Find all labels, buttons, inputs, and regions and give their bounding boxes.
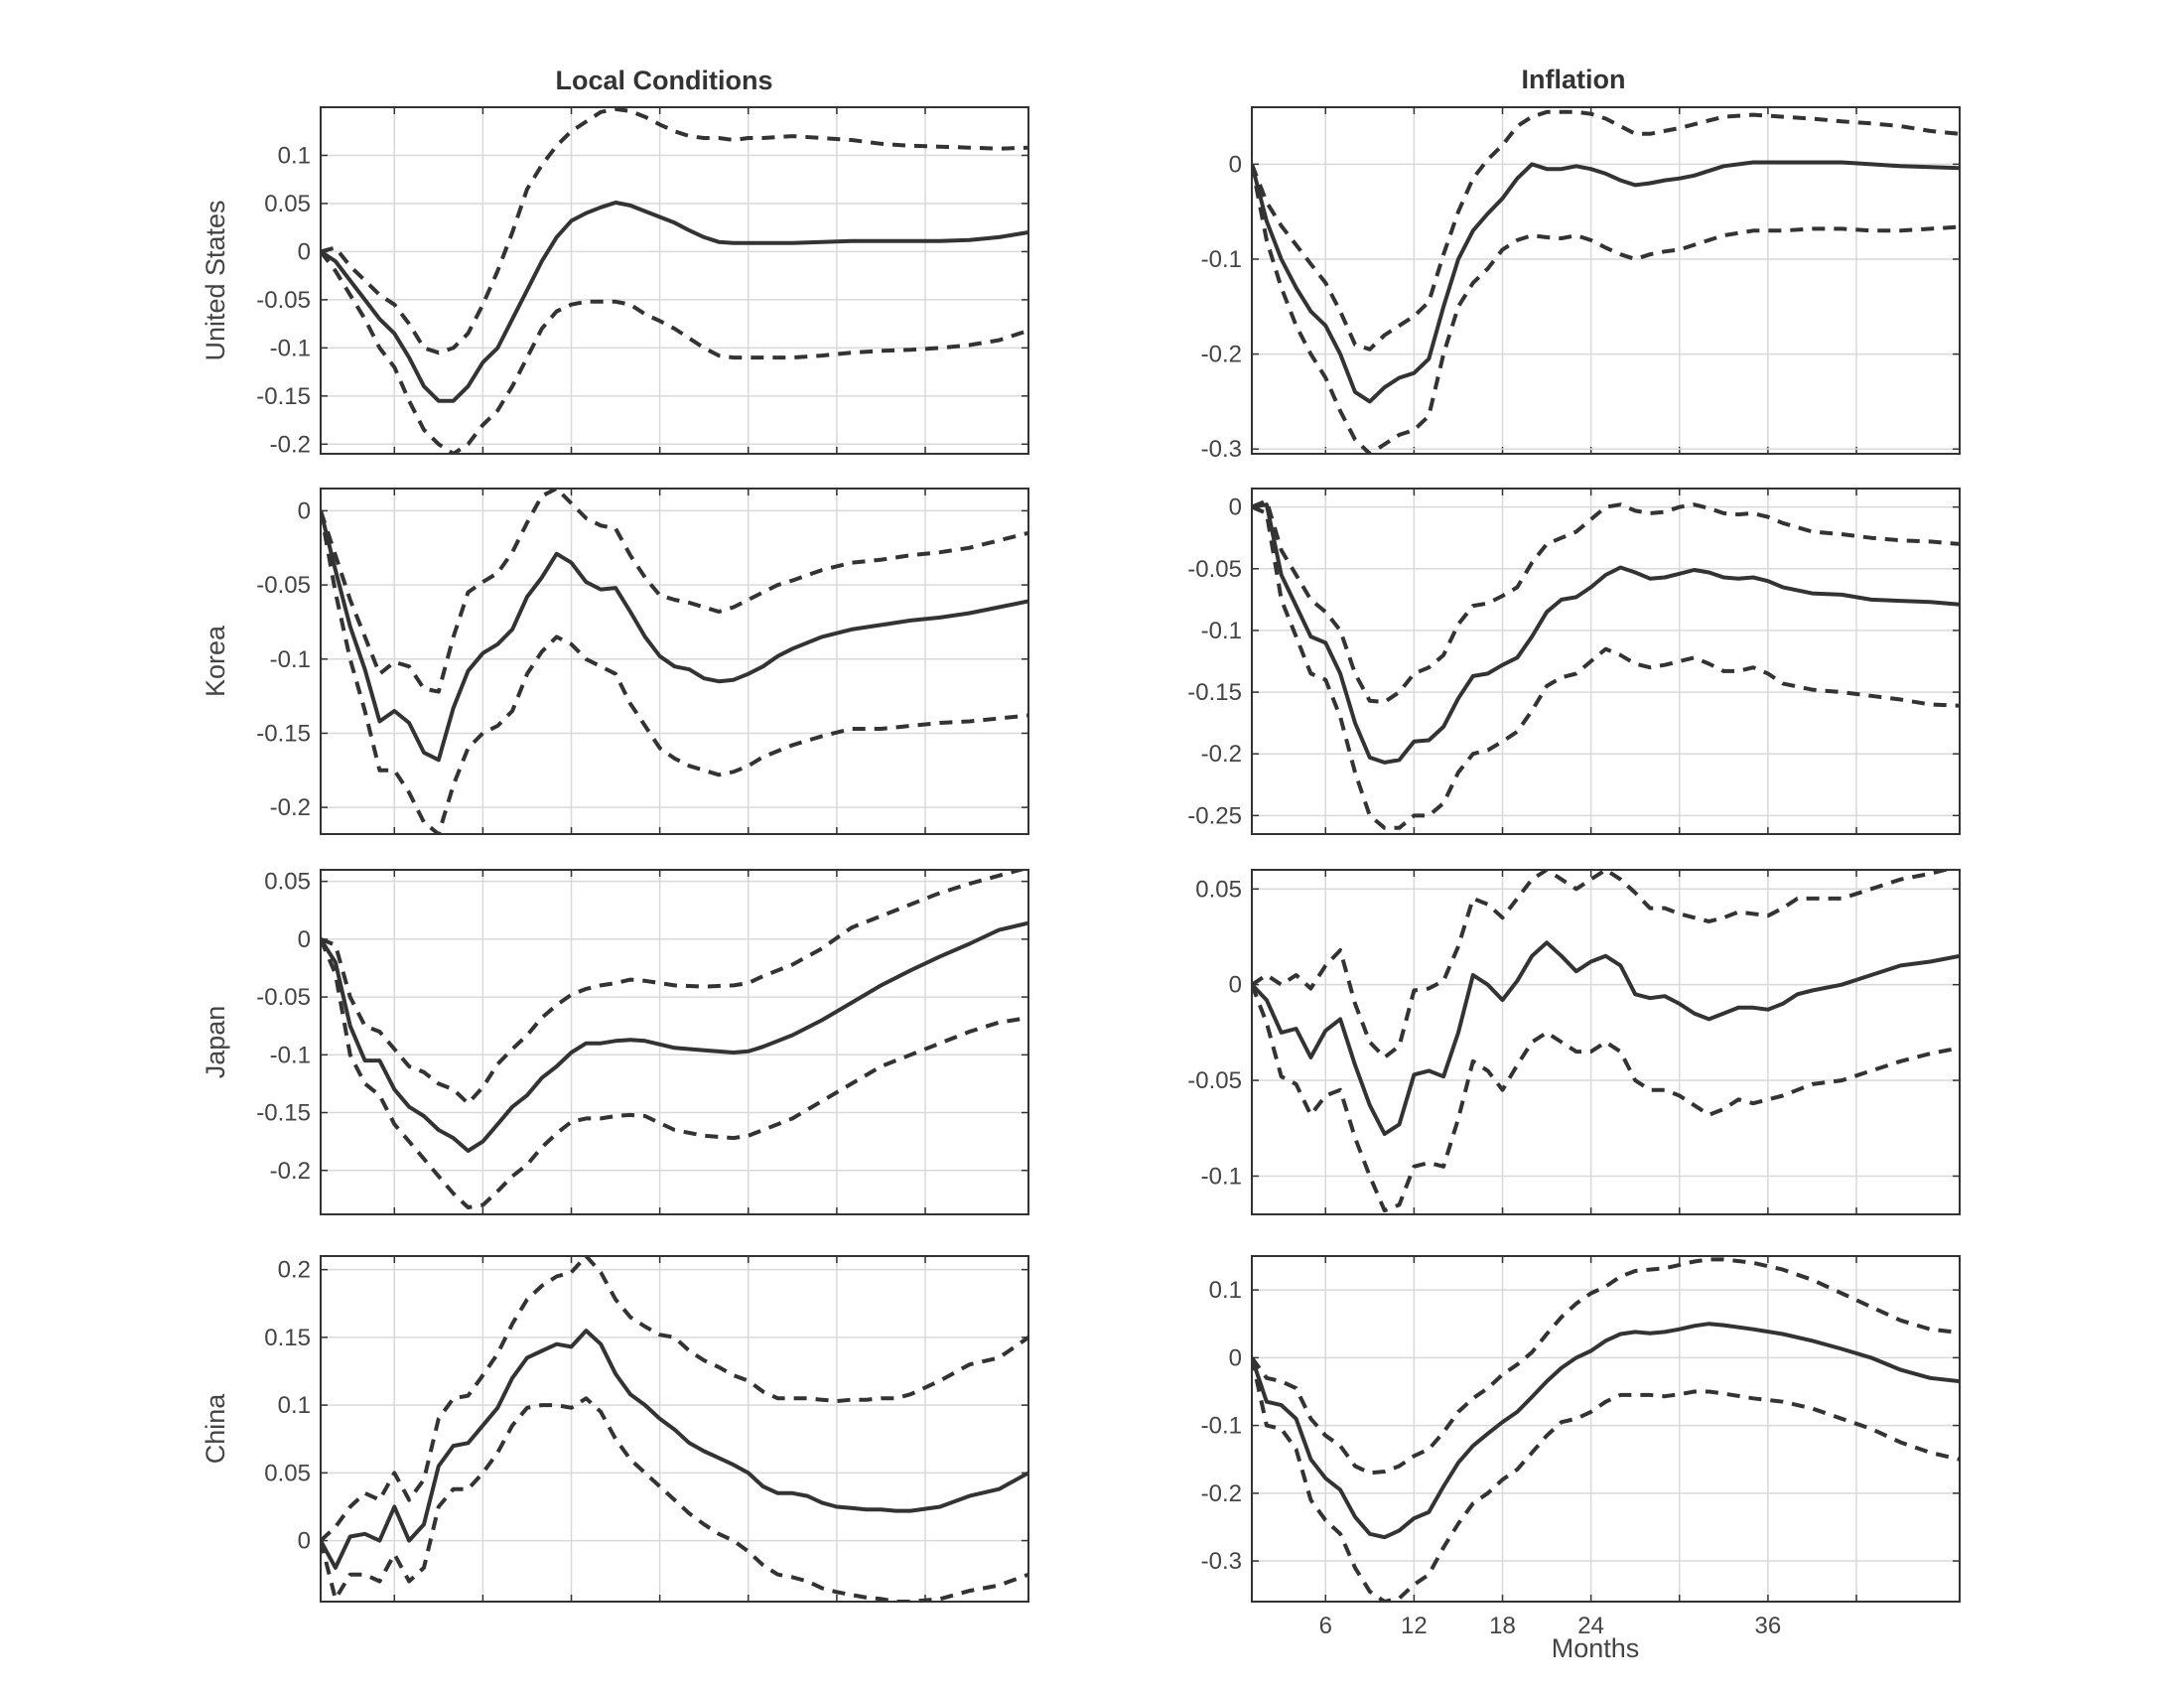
panel-0-0-row-label: United States (201, 200, 230, 360)
panel-1-0-series-estimate (321, 509, 1028, 763)
panel-3-1-ytick-label-2: -0.1 (1201, 1413, 1242, 1440)
panel-2-0-frame (320, 869, 1029, 1215)
panel-3-1-xtick-label-0: 6 (1319, 1613, 1332, 1639)
panel-2-0-ytick-label-2: -0.05 (256, 984, 311, 1011)
panel-1-0-series-band-2 (321, 510, 1028, 834)
panel-3-1: 6 12 18 24 36 0.1 0 -0.1 -0.2 -0.3 (1201, 1255, 1961, 1639)
panel-1-0-ytick-label-0: 0 (298, 497, 311, 524)
panel-1-0: 0 -0.05 -0.1 -0.15 -0.2 Korea (201, 488, 1029, 835)
panel-1-0-ytick-label-3: -0.15 (256, 720, 311, 747)
panel-2-0-ytick-label-3: -0.1 (270, 1042, 311, 1068)
panel-3-1-xtick-label-2: 18 (1489, 1613, 1516, 1639)
panel-0-0-series-estimate (321, 201, 1028, 403)
panel-1-1-ytick-label-2: -0.1 (1201, 618, 1242, 644)
panel-0-0: 0.1 0.05 0 -0.05 -0.1 -0.15 -0.2 United States (201, 106, 1029, 458)
panel-0-0-series-band-1 (321, 107, 1028, 355)
panel-3-1-ytick-label-0: 0.1 (1209, 1277, 1242, 1304)
panel-3-0-ytick-label-3: 0.05 (264, 1460, 311, 1486)
panel-3-1-ytick-label-1: 0 (1229, 1344, 1242, 1371)
panel-2-1-series-estimate (1252, 940, 1960, 1136)
panel-3-1-ytick-label-4: -0.3 (1201, 1548, 1242, 1575)
panel-2-0-series-estimate (321, 920, 1028, 1153)
panel-1-1-ytick-label-4: -0.2 (1201, 741, 1242, 768)
panel-0-1-ytick-label-3: -0.3 (1201, 436, 1242, 463)
panel-1-1-ytick-label-0: 0 (1229, 494, 1242, 521)
panel-3-0-series-band-1 (321, 1256, 1028, 1543)
column-title-inflation: Inflation (1522, 65, 1626, 94)
panel-3-1-series-band-2 (1252, 1356, 1960, 1602)
panel-2-1: 0.05 0 -0.05 -0.1 (1187, 869, 1961, 1215)
panel-1-0-frame (320, 488, 1029, 835)
panel-3-0-ytick-label-0: 0.2 (278, 1257, 311, 1284)
panel-1-0-series-band-1 (321, 489, 1028, 694)
x-axis-label: Months (1552, 1633, 1640, 1663)
panel-0-0-ytick-label-0: 0.1 (278, 142, 311, 169)
panel-1-1-series-band-2 (1252, 504, 1960, 830)
panel-0-0-ytick-label-2: 0 (298, 238, 311, 265)
panel-1-1-ytick-label-5: -0.25 (1187, 802, 1242, 829)
panel-1-0-ytick-label-1: -0.05 (256, 572, 311, 599)
panel-3-0-series-band-2 (321, 1396, 1028, 1602)
panel-0-0-series-band-2 (321, 250, 1028, 454)
panel-0-1: 0 -0.1 -0.2 -0.3 (1201, 106, 1961, 463)
panel-0-0-ytick-label-1: 0.05 (264, 191, 311, 217)
panel-0-1-ytick-label-2: -0.2 (1201, 342, 1242, 368)
column-title-local-conditions: Local Conditions (556, 66, 773, 95)
panel-1-1-ytick-label-3: -0.15 (1187, 679, 1242, 706)
panel-2-1-ytick-label-2: -0.05 (1187, 1067, 1242, 1094)
panel-0-1-frame (1251, 106, 1961, 455)
panel-2-0-series-band-1 (321, 870, 1028, 1106)
panel-3-0-ytick-label-4: 0 (298, 1528, 311, 1555)
panel-1-0-row-label: Korea (201, 625, 230, 697)
panel-2-0-series-band-2 (321, 938, 1028, 1209)
panel-2-1-frame (1251, 869, 1961, 1215)
panel-0-0-ytick-label-3: -0.05 (256, 287, 311, 314)
panel-1-0-ytick-label-2: -0.1 (270, 646, 311, 673)
panel-3-1-frame (1251, 1255, 1961, 1603)
panel-2-0-ytick-label-4: -0.15 (256, 1100, 311, 1127)
panel-2-0-ytick-label-1: 0 (298, 926, 311, 953)
panel-2-0-ytick-label-5: -0.2 (270, 1158, 311, 1185)
panel-1-1-frame (1251, 488, 1961, 835)
panel-0-1-series-band-2 (1252, 164, 1960, 454)
panel-3-1-xtick-label-5: 36 (1755, 1613, 1782, 1639)
panel-3-0-row-label: China (201, 1393, 230, 1465)
panel-1-1-ytick-label-1: -0.05 (1187, 556, 1242, 583)
panel-2-1-ytick-label-1: 0 (1229, 972, 1242, 999)
panel-1-0-ytick-label-4: -0.2 (270, 794, 311, 821)
panel-3-0-series-estimate (321, 1329, 1028, 1570)
panel-0-1-ytick-label-0: 0 (1229, 151, 1242, 178)
panel-2-0-ytick-label-0: 0.05 (264, 869, 311, 896)
panel-2-0: 0.05 0 -0.05 -0.1 -0.15 -0.2 Japan (201, 869, 1029, 1215)
panel-3-1-ytick-label-3: -0.2 (1201, 1480, 1242, 1507)
panel-2-1-ytick-label-3: -0.1 (1201, 1163, 1242, 1190)
panel-2-1-series-band-2 (1252, 983, 1960, 1213)
panel-2-0-row-label: Japan (201, 1006, 230, 1079)
panel-2-1-ytick-label-0: 0.05 (1195, 876, 1242, 903)
panel-3-0-ytick-label-1: 0.15 (264, 1325, 311, 1351)
panel-0-1-series-estimate (1252, 160, 1960, 404)
panel-1-1-series-estimate (1252, 502, 1960, 765)
panel-0-1-ytick-label-1: -0.1 (1201, 246, 1242, 273)
panel-0-0-frame (320, 106, 1029, 455)
panel-1-1: 0 -0.05 -0.1 -0.15 -0.2 -0.25 (1187, 488, 1961, 835)
panel-3-1-series-estimate (1252, 1322, 1960, 1540)
panel-3-1-xtick-label-1: 12 (1401, 1613, 1428, 1639)
panel-1-1-series-band-1 (1252, 498, 1960, 704)
panel-0-0-ytick-label-6: -0.2 (270, 431, 311, 458)
panel-0-0-ytick-label-4: -0.1 (270, 335, 311, 361)
panel-0-0-ytick-label-5: -0.15 (256, 383, 311, 410)
panel-3-1-series-band-1 (1252, 1257, 1960, 1476)
panel-3-1-xtick-label-3: 24 (1577, 1613, 1604, 1639)
panel-2-1-series-band-1 (1252, 870, 1954, 1059)
panel-3-0-ytick-label-2: 0.1 (278, 1392, 311, 1419)
panel-3-0: 0.2 0.15 0.1 0.05 0 China (201, 1255, 1029, 1603)
panel-3-0-frame (320, 1255, 1029, 1603)
panel-0-1-series-band-1 (1252, 109, 1960, 352)
